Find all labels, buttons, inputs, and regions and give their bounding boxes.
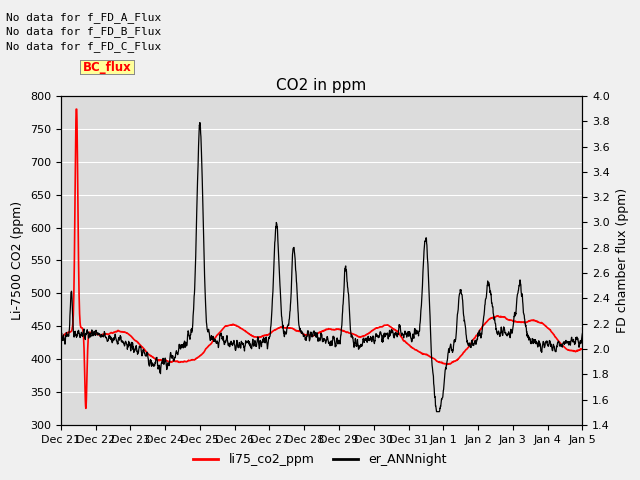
Text: BC_flux: BC_flux [83, 60, 132, 74]
Text: No data for f_FD_A_Flux: No data for f_FD_A_Flux [6, 12, 162, 23]
Title: CO2 in ppm: CO2 in ppm [276, 78, 367, 94]
Y-axis label: FD chamber flux (ppm): FD chamber flux (ppm) [616, 188, 628, 333]
Y-axis label: Li-7500 CO2 (ppm): Li-7500 CO2 (ppm) [12, 201, 24, 320]
Text: No data for f_FD_C_Flux: No data for f_FD_C_Flux [6, 41, 162, 52]
Text: No data for f_FD_B_Flux: No data for f_FD_B_Flux [6, 26, 162, 37]
Legend: li75_co2_ppm, er_ANNnight: li75_co2_ppm, er_ANNnight [188, 448, 452, 471]
